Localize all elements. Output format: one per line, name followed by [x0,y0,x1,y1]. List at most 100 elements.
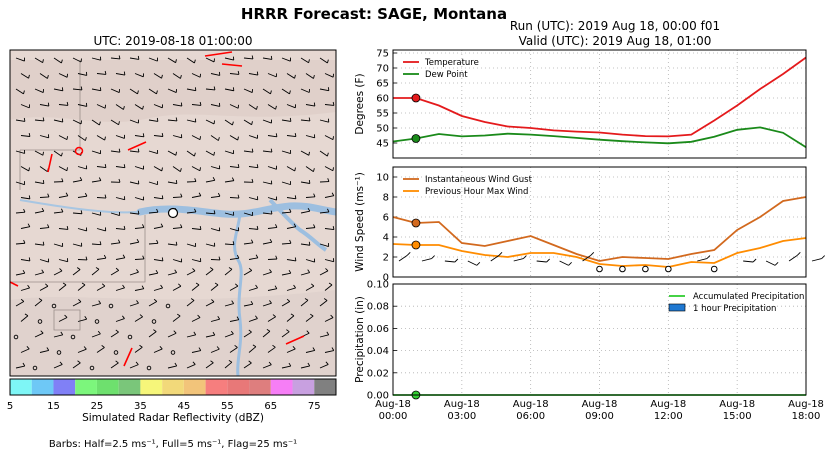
wind-barb-icon [58,104,68,106]
wind-barb-icon [191,73,201,78]
wind-barb-icon [286,298,291,302]
wind-barb-icon [270,55,273,60]
legend: Accumulated Precipitation 1 hour Precipit… [668,292,804,314]
wind-barb-icon [28,257,31,261]
wind-barb-icon [236,254,240,259]
wind-barb-icon [199,225,202,230]
calm-circle-icon [170,350,176,355]
wind-barb-icon [15,57,25,62]
wind-barb-icon [324,166,334,172]
wind-barb-icon [490,254,500,262]
wind-barb-icon [172,285,182,291]
colorbar-swatch [270,379,293,395]
wind-barb-icon [53,211,63,214]
wind-barb-icon [96,135,105,141]
wind-barb-icon [186,243,196,247]
wind-barb-icon [248,318,258,322]
wind-barb-icon [134,288,144,291]
wind-barb-icon [286,315,295,322]
wind-barb-icon [286,287,296,291]
wind-barb-icon [72,179,82,183]
wind-barb-icon [288,362,292,367]
wind-barb-icon [454,258,459,263]
wind-barb-icon [110,242,120,245]
wind-barb-icon [134,104,143,110]
wind-barb-icon [270,210,273,215]
wind-barb-icon [294,74,296,79]
colorbar-tick-label: 5 [7,401,13,412]
wind-barb-icon [156,208,159,213]
wind-chart: 0 2 4 6 8 10 Wind Speed (ms⁻¹) Instantaneous Wi… [354,166,826,284]
wind-barb-icon [134,73,144,78]
wind-barb-icon [15,211,26,214]
wind-barb-icon [15,301,25,307]
wind-barb-icon [77,360,81,364]
wind-barb-icon [156,90,158,95]
current-hour-marker [411,218,421,228]
wind-barb-icon [91,57,101,61]
colorbar-swatch [118,379,141,395]
wind-barb-icon [23,239,26,244]
wind-barb-icon [332,136,334,140]
wind-barb-icon [34,88,44,93]
map-title: UTC: 2019-08-18 01:00:00 [93,34,252,48]
wind-barb-icon [58,73,68,78]
wind-barb-icon [210,348,220,353]
wind-barb-icon [148,119,158,122]
wind-barb-icon [272,344,276,348]
reflectivity-colorbar: 5 15 25 35 45 55 65 75 [7,378,337,412]
wind-barb-icon [305,315,314,322]
colorbar-frame [9,378,337,396]
wind-barb-icon [194,59,196,64]
colorbar-swatch [162,379,184,395]
wind-barb-icon [559,260,569,266]
wind-barb-icon [191,350,201,353]
wind-barb-icon [115,73,125,76]
wind-barb-icon [72,243,82,247]
wind-barb-icon [186,300,195,307]
wind-barb-icon [77,135,86,141]
y-axis-label: Degrees (F) [354,73,366,134]
calm-circle-icon [619,265,626,273]
wind-barb-icon [300,57,309,64]
wind-barb-icon [91,243,102,246]
radar-map [9,49,337,377]
wind-barb-icon [96,197,107,199]
wind-barb-icon [267,227,277,229]
wind-barb-icon [95,267,100,270]
wind-barb-icon [85,137,87,141]
wind-barb-icon [270,148,273,153]
wind-barb-icon [300,299,309,307]
colorbar-tick-label: 35 [134,401,147,412]
wind-barb-icon [123,347,133,367]
wind-barb-icon [58,135,68,141]
wind-barb-icon [237,164,240,168]
wind-barb-icon [98,300,102,304]
wind-barb-icon [136,238,140,243]
wind-barb-icon [256,164,259,168]
wind-barb-icon [20,315,29,322]
wind-barb-icon [58,195,68,198]
wind-barb-icon [134,197,144,201]
wind-barb-icon [115,360,119,364]
wind-barb-icon [175,151,177,156]
wind-barb-icon [153,166,163,172]
wind-barb-icon [172,196,183,198]
colorbar-swatch [249,379,271,395]
colorbar-tick-label: 65 [264,401,277,412]
wind-barb-icon [523,255,527,259]
wind-barb-icon [193,331,197,336]
wind-barb-icon [129,119,139,124]
wind-barb-icon [308,179,311,184]
wind-barb-icon [101,344,105,348]
wind-barb-icon [191,284,200,291]
wind-barb-icon [134,258,145,260]
y-tick-label: 0.10 [367,280,389,291]
wind-barb-icon [331,347,335,351]
wind-barb-icon [224,333,234,338]
wind-barb-icon [195,282,200,286]
wind-barb-icon [42,241,45,246]
wind-barb-icon [96,257,106,260]
wind-barb-icon [172,259,182,263]
wind-barb-icon [134,316,143,322]
